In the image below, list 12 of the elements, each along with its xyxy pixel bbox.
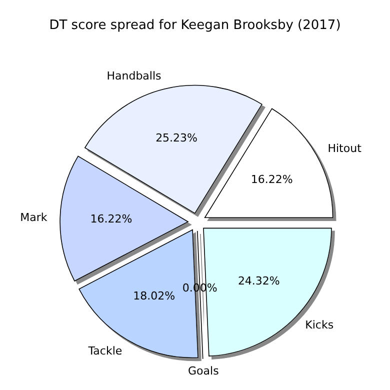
slice-label: Mark <box>20 210 48 224</box>
data-label: 18.02% <box>133 289 176 302</box>
data-label: 24.32% <box>238 274 280 288</box>
category-label: Goals <box>188 364 219 378</box>
slice-label: Tackle <box>87 344 122 358</box>
slice-label: Hitout <box>328 142 362 155</box>
slice-label: Kicks <box>305 318 334 332</box>
slice-label: Handballs <box>106 70 162 83</box>
data-label: 16.22% <box>90 212 132 226</box>
data-label: 25.23% <box>156 132 198 145</box>
chart-title: DT score spread for Keegan Brooksby (2017) <box>49 18 341 33</box>
data-label: 16.22% <box>250 173 293 186</box>
